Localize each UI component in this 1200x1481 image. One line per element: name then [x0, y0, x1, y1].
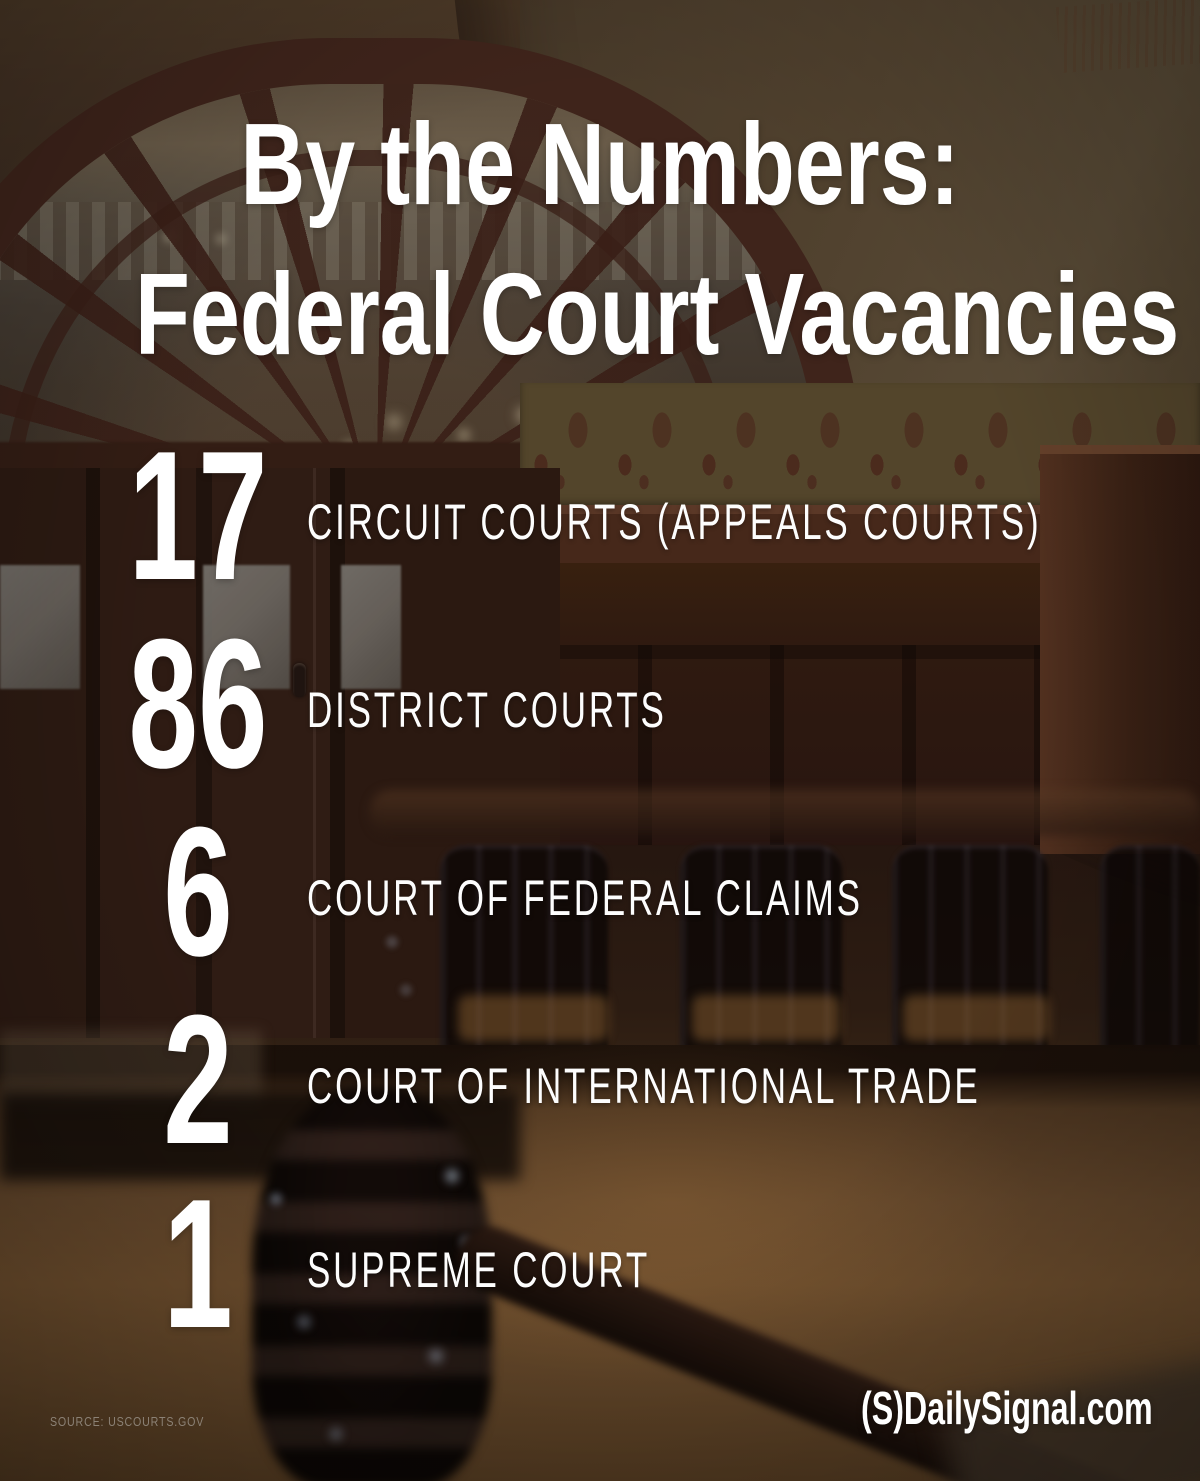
- page-title: By the Numbers: Federal Court Vacancies: [135, 89, 1180, 389]
- stat-value: 6: [163, 788, 233, 994]
- daily-signal-logo-mark: (S): [861, 1382, 905, 1434]
- stat-label: COURT OF FEDERAL CLAIMS: [307, 870, 863, 926]
- daily-signal-logo-text: DailySignal.com: [904, 1382, 1153, 1434]
- title-line-2: Federal Court Vacancies: [135, 249, 1180, 379]
- stat-value: 86: [128, 600, 268, 806]
- source-credit: SOURCE: USCOURTS.GOV: [50, 1414, 205, 1429]
- stat-value: 1: [163, 1160, 233, 1366]
- stat-label: DISTRICT COURTS: [307, 682, 667, 738]
- stat-label: COURT OF INTERNATIONAL TRADE: [307, 1058, 981, 1114]
- stat-label: CIRCUIT COURTS (APPEALS COURTS): [307, 494, 1042, 550]
- stat-row-international-trade: 2 COURT OF INTERNATIONAL TRADE: [0, 984, 1200, 1183]
- title-line-1: By the Numbers:: [240, 99, 960, 229]
- stat-row-supreme-court: 1 SUPREME COURT: [0, 1168, 1200, 1367]
- stat-row-district-courts: 86 DISTRICT COURTS: [0, 608, 1200, 807]
- stat-row-circuit-courts: 17 CIRCUIT COURTS (APPEALS COURTS): [0, 420, 1200, 619]
- stat-label: SUPREME COURT: [307, 1242, 651, 1298]
- stat-row-federal-claims: 6 COURT OF FEDERAL CLAIMS: [0, 796, 1200, 995]
- daily-signal-logo: (S)DailySignal.com: [861, 1381, 1153, 1435]
- stat-value: 2: [163, 976, 233, 1182]
- stat-value: 17: [128, 412, 268, 618]
